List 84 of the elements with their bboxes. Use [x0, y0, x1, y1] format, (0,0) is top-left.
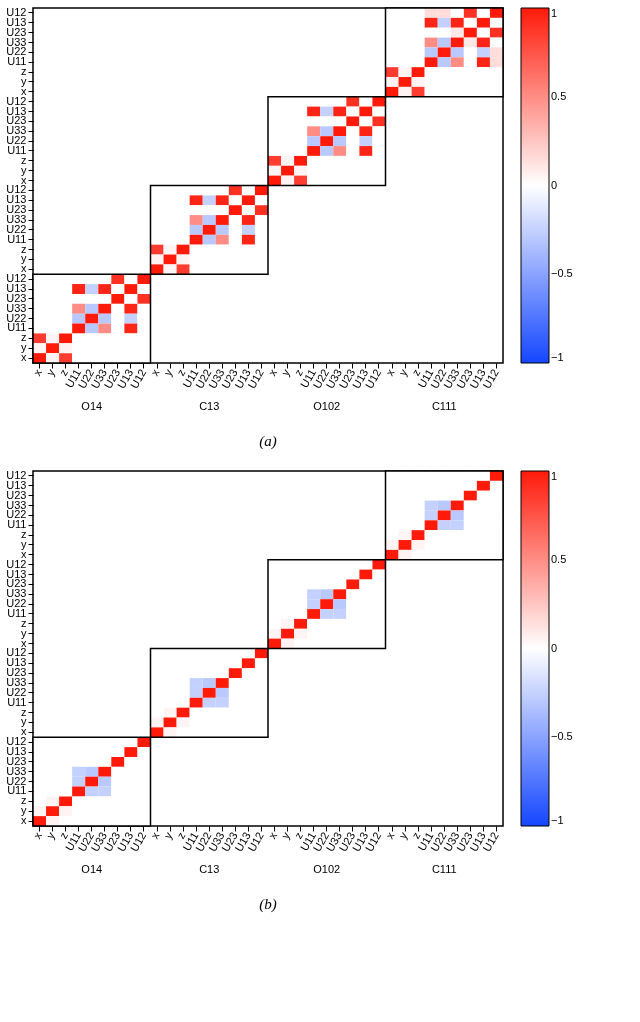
y-tick-label: U23: [6, 488, 27, 501]
y-tick-label: z: [21, 153, 27, 166]
color-bar-label: 1: [551, 7, 558, 19]
x-tick-label: y: [396, 366, 410, 378]
x-tick-label: x: [148, 366, 162, 378]
y-tick-label: y: [21, 252, 27, 265]
y-tick-label: U22: [6, 45, 27, 58]
y-tick-label: U12: [6, 735, 27, 748]
text: C13: [199, 400, 220, 412]
y-tick-label: U22: [6, 311, 27, 324]
y-tick-label: z: [21, 794, 27, 807]
y-tick-label: U13: [6, 15, 27, 28]
y-tick-label: U23: [6, 577, 27, 590]
text: (a): [259, 433, 277, 450]
text: C111: [431, 863, 457, 875]
x-tick-label: y: [43, 829, 58, 841]
y-tick-label: U11: [7, 695, 27, 708]
y-tick-label: z: [21, 242, 27, 255]
color-bar-label: 0: [551, 641, 558, 654]
color-bar-label: −1: [551, 351, 564, 363]
x-tick-label: y: [43, 366, 58, 378]
y-tick-label: U12: [6, 94, 27, 107]
y-tick-label: z: [21, 331, 27, 344]
y-tick-label: U13: [6, 567, 27, 580]
y-tick-label: z: [21, 705, 27, 718]
color-bar-label: 0.5: [551, 552, 567, 565]
text: (b): [259, 896, 277, 913]
x-tick-label: x: [30, 829, 45, 841]
y-tick-label: U12: [6, 5, 27, 18]
y-tick-label: U11: [7, 518, 27, 531]
y-tick-label: U11: [7, 784, 27, 797]
y-tick-label: U22: [6, 774, 27, 787]
y-tick-label: U33: [6, 764, 27, 777]
y-tick-label: z: [21, 65, 27, 78]
text: C111: [431, 400, 457, 412]
y-tick-label: U33: [6, 587, 27, 600]
y-tick-label: U12: [6, 468, 27, 481]
x-tick-label: x: [265, 366, 280, 378]
x-tick-label: x: [30, 366, 45, 378]
y-tick-label: U23: [6, 25, 27, 38]
x-tick-label: y: [161, 366, 175, 378]
x-tick-label: x: [383, 366, 397, 378]
y-tick-label: U13: [6, 104, 27, 117]
x-tick-label: x: [383, 829, 397, 841]
y-tick-label: U13: [6, 478, 27, 491]
y-tick-label: U33: [6, 35, 27, 48]
color-bar-label: −0.5: [551, 730, 573, 743]
x-tick-label: y: [278, 829, 293, 841]
y-tick-label: U11: [7, 232, 27, 245]
x-tick-label: x: [265, 829, 280, 841]
text: O14: [81, 863, 103, 875]
y-tick-label: U13: [6, 193, 27, 206]
y-tick-label: y: [21, 804, 27, 817]
y-tick-label: U12: [6, 557, 27, 570]
x-tick-label: y: [396, 829, 410, 841]
x-tick-label: y: [161, 829, 175, 841]
y-tick-label: U11: [7, 321, 27, 334]
y-tick-label: U33: [6, 301, 27, 314]
y-tick-label: U22: [6, 508, 27, 521]
y-tick-label: U11: [7, 55, 27, 68]
y-tick-label: z: [21, 528, 27, 541]
y-tick-label: y: [21, 715, 27, 728]
text: C13: [199, 863, 220, 875]
y-tick-label: U23: [6, 666, 27, 679]
text: O14: [81, 400, 103, 412]
color-bar-label: −1: [551, 814, 564, 826]
y-tick-label: U12: [6, 183, 27, 196]
x-tick-label: y: [278, 366, 293, 378]
y-tick-label: y: [21, 341, 27, 354]
color-bar-label: 0.5: [551, 89, 567, 102]
x-tick-label: x: [148, 829, 162, 841]
color-bar-label: 0: [551, 178, 558, 191]
y-tick-label: U23: [6, 203, 27, 216]
y-tick-label: U23: [6, 114, 27, 127]
y-tick-label: U13: [6, 656, 27, 669]
color-bar-label: 1: [551, 470, 558, 482]
text: O102: [313, 863, 341, 875]
y-tick-label: U12: [6, 646, 27, 659]
text: O102: [313, 400, 341, 412]
y-tick-label: U33: [6, 124, 27, 137]
color-bar-label: −0.5: [551, 267, 573, 280]
y-tick-label: U12: [6, 272, 27, 285]
y-tick-label: z: [21, 616, 27, 629]
y-tick-label: U33: [6, 498, 27, 511]
